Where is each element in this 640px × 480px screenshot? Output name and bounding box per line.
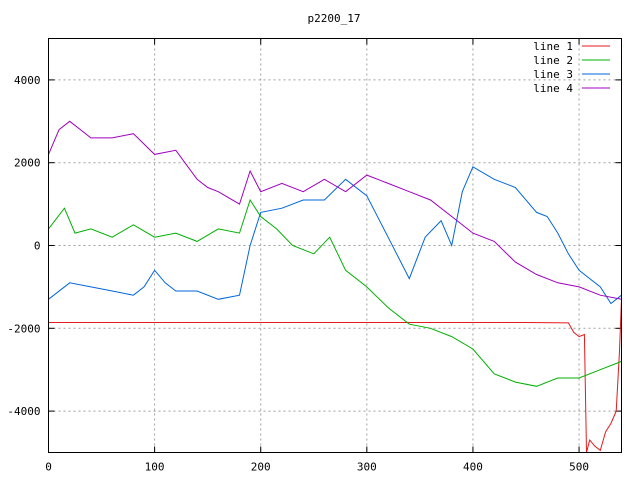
y-tick-label: -2000 <box>7 322 40 335</box>
legend-label: line 2 <box>533 54 573 67</box>
legend-label: line 4 <box>533 82 573 95</box>
y-tick-label: 2000 <box>14 157 41 170</box>
y-tick-label: 4000 <box>14 74 41 87</box>
legend-label: line 3 <box>533 68 573 81</box>
x-tick-label: 400 <box>463 461 483 474</box>
y-tick-label: 0 <box>34 240 41 253</box>
y-tick-label: -4000 <box>7 405 40 418</box>
series-line-1 <box>48 299 622 453</box>
x-tick-label: 300 <box>357 461 377 474</box>
plot-frame <box>48 38 622 453</box>
x-tick-label: 200 <box>251 461 271 474</box>
series-line-4 <box>48 120 622 300</box>
axis-ticks: 0 100 200 300 400 500 -4000 -2000 0 2000 4000 <box>7 38 622 474</box>
series-line-2 <box>48 198 622 387</box>
chart-title: p2200_17 <box>308 12 361 25</box>
legend-label: line 1 <box>533 40 573 53</box>
series-group <box>48 120 622 453</box>
x-tick-label: 100 <box>145 461 165 474</box>
series-line-3 <box>48 166 622 305</box>
x-tick-label: 0 <box>45 461 52 474</box>
x-tick-label: 500 <box>569 461 589 474</box>
grid <box>48 38 622 453</box>
